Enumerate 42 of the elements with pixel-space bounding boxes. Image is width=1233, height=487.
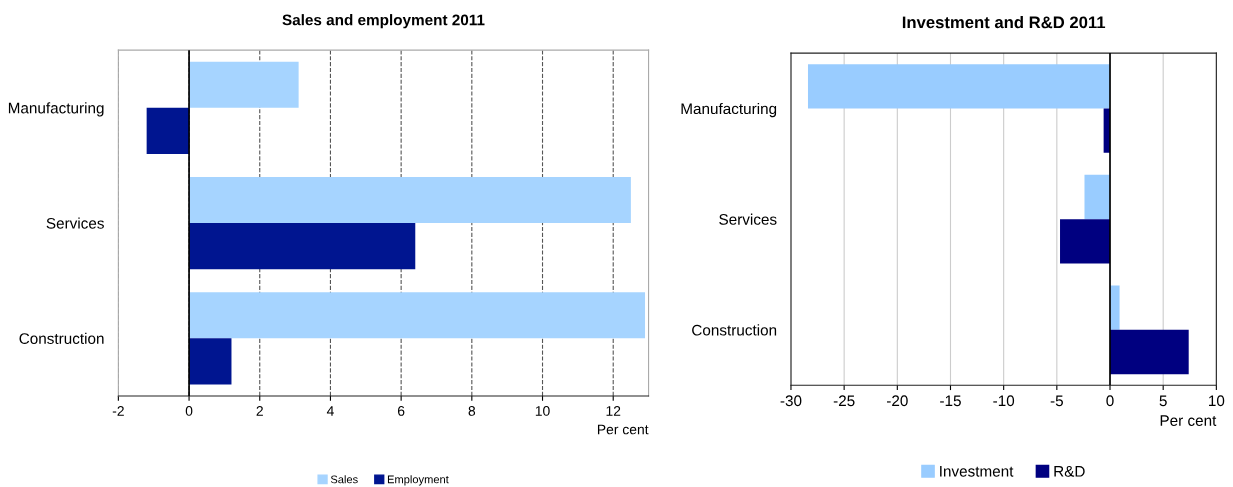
legend-label: Sales — [330, 475, 358, 484]
bar — [189, 338, 232, 385]
x-tick-label: -25 — [833, 395, 855, 407]
bar — [189, 223, 416, 270]
x-tick-label: 2 — [256, 406, 263, 416]
x-tick-label: -5 — [1050, 395, 1063, 407]
bar — [189, 176, 631, 224]
x-tick-label: 6 — [397, 406, 405, 416]
bar — [1060, 219, 1111, 264]
x-axis-title: Per cent — [1160, 415, 1217, 426]
y-tick-label: Services — [46, 217, 104, 229]
legend-label: R&D — [1054, 465, 1085, 477]
legend-label: Employment — [387, 475, 449, 486]
x-tick-label: 10 — [1209, 395, 1225, 407]
x-tick-label: -30 — [780, 395, 802, 407]
x-tick-label: 12 — [606, 406, 621, 416]
bar — [1110, 285, 1120, 330]
bar — [189, 61, 299, 108]
x-tick-label: 4 — [326, 406, 334, 416]
x-tick-label: -2 — [112, 406, 124, 416]
bar — [189, 292, 646, 339]
x-tick-label: 8 — [468, 406, 476, 416]
x-tick-label: -15 — [940, 395, 961, 407]
x-tick-label: 0 — [185, 406, 193, 416]
bar — [1110, 329, 1189, 375]
legend-label: Investment — [940, 466, 1014, 477]
x-tick-label: 5 — [1159, 395, 1167, 407]
y-tick-label: Construction — [19, 332, 104, 344]
bar — [807, 64, 1111, 109]
chart-title: Sales and employment 2011 — [282, 14, 485, 29]
x-tick-label: 0 — [1106, 395, 1114, 407]
chart-title: Investment and R&D 2011 — [902, 16, 1106, 29]
x-axis-title: Per cent — [597, 424, 649, 435]
x-tick-label: -20 — [886, 395, 908, 407]
bar — [1084, 174, 1111, 220]
y-tick-label: Manufacturing — [8, 102, 104, 117]
x-tick-label: -10 — [993, 395, 1015, 407]
y-tick-label: Manufacturing — [681, 102, 777, 118]
bar — [146, 107, 190, 154]
y-tick-label: Services — [719, 213, 777, 225]
y-tick-label: Construction — [692, 324, 777, 336]
x-tick-label: 10 — [535, 406, 550, 416]
